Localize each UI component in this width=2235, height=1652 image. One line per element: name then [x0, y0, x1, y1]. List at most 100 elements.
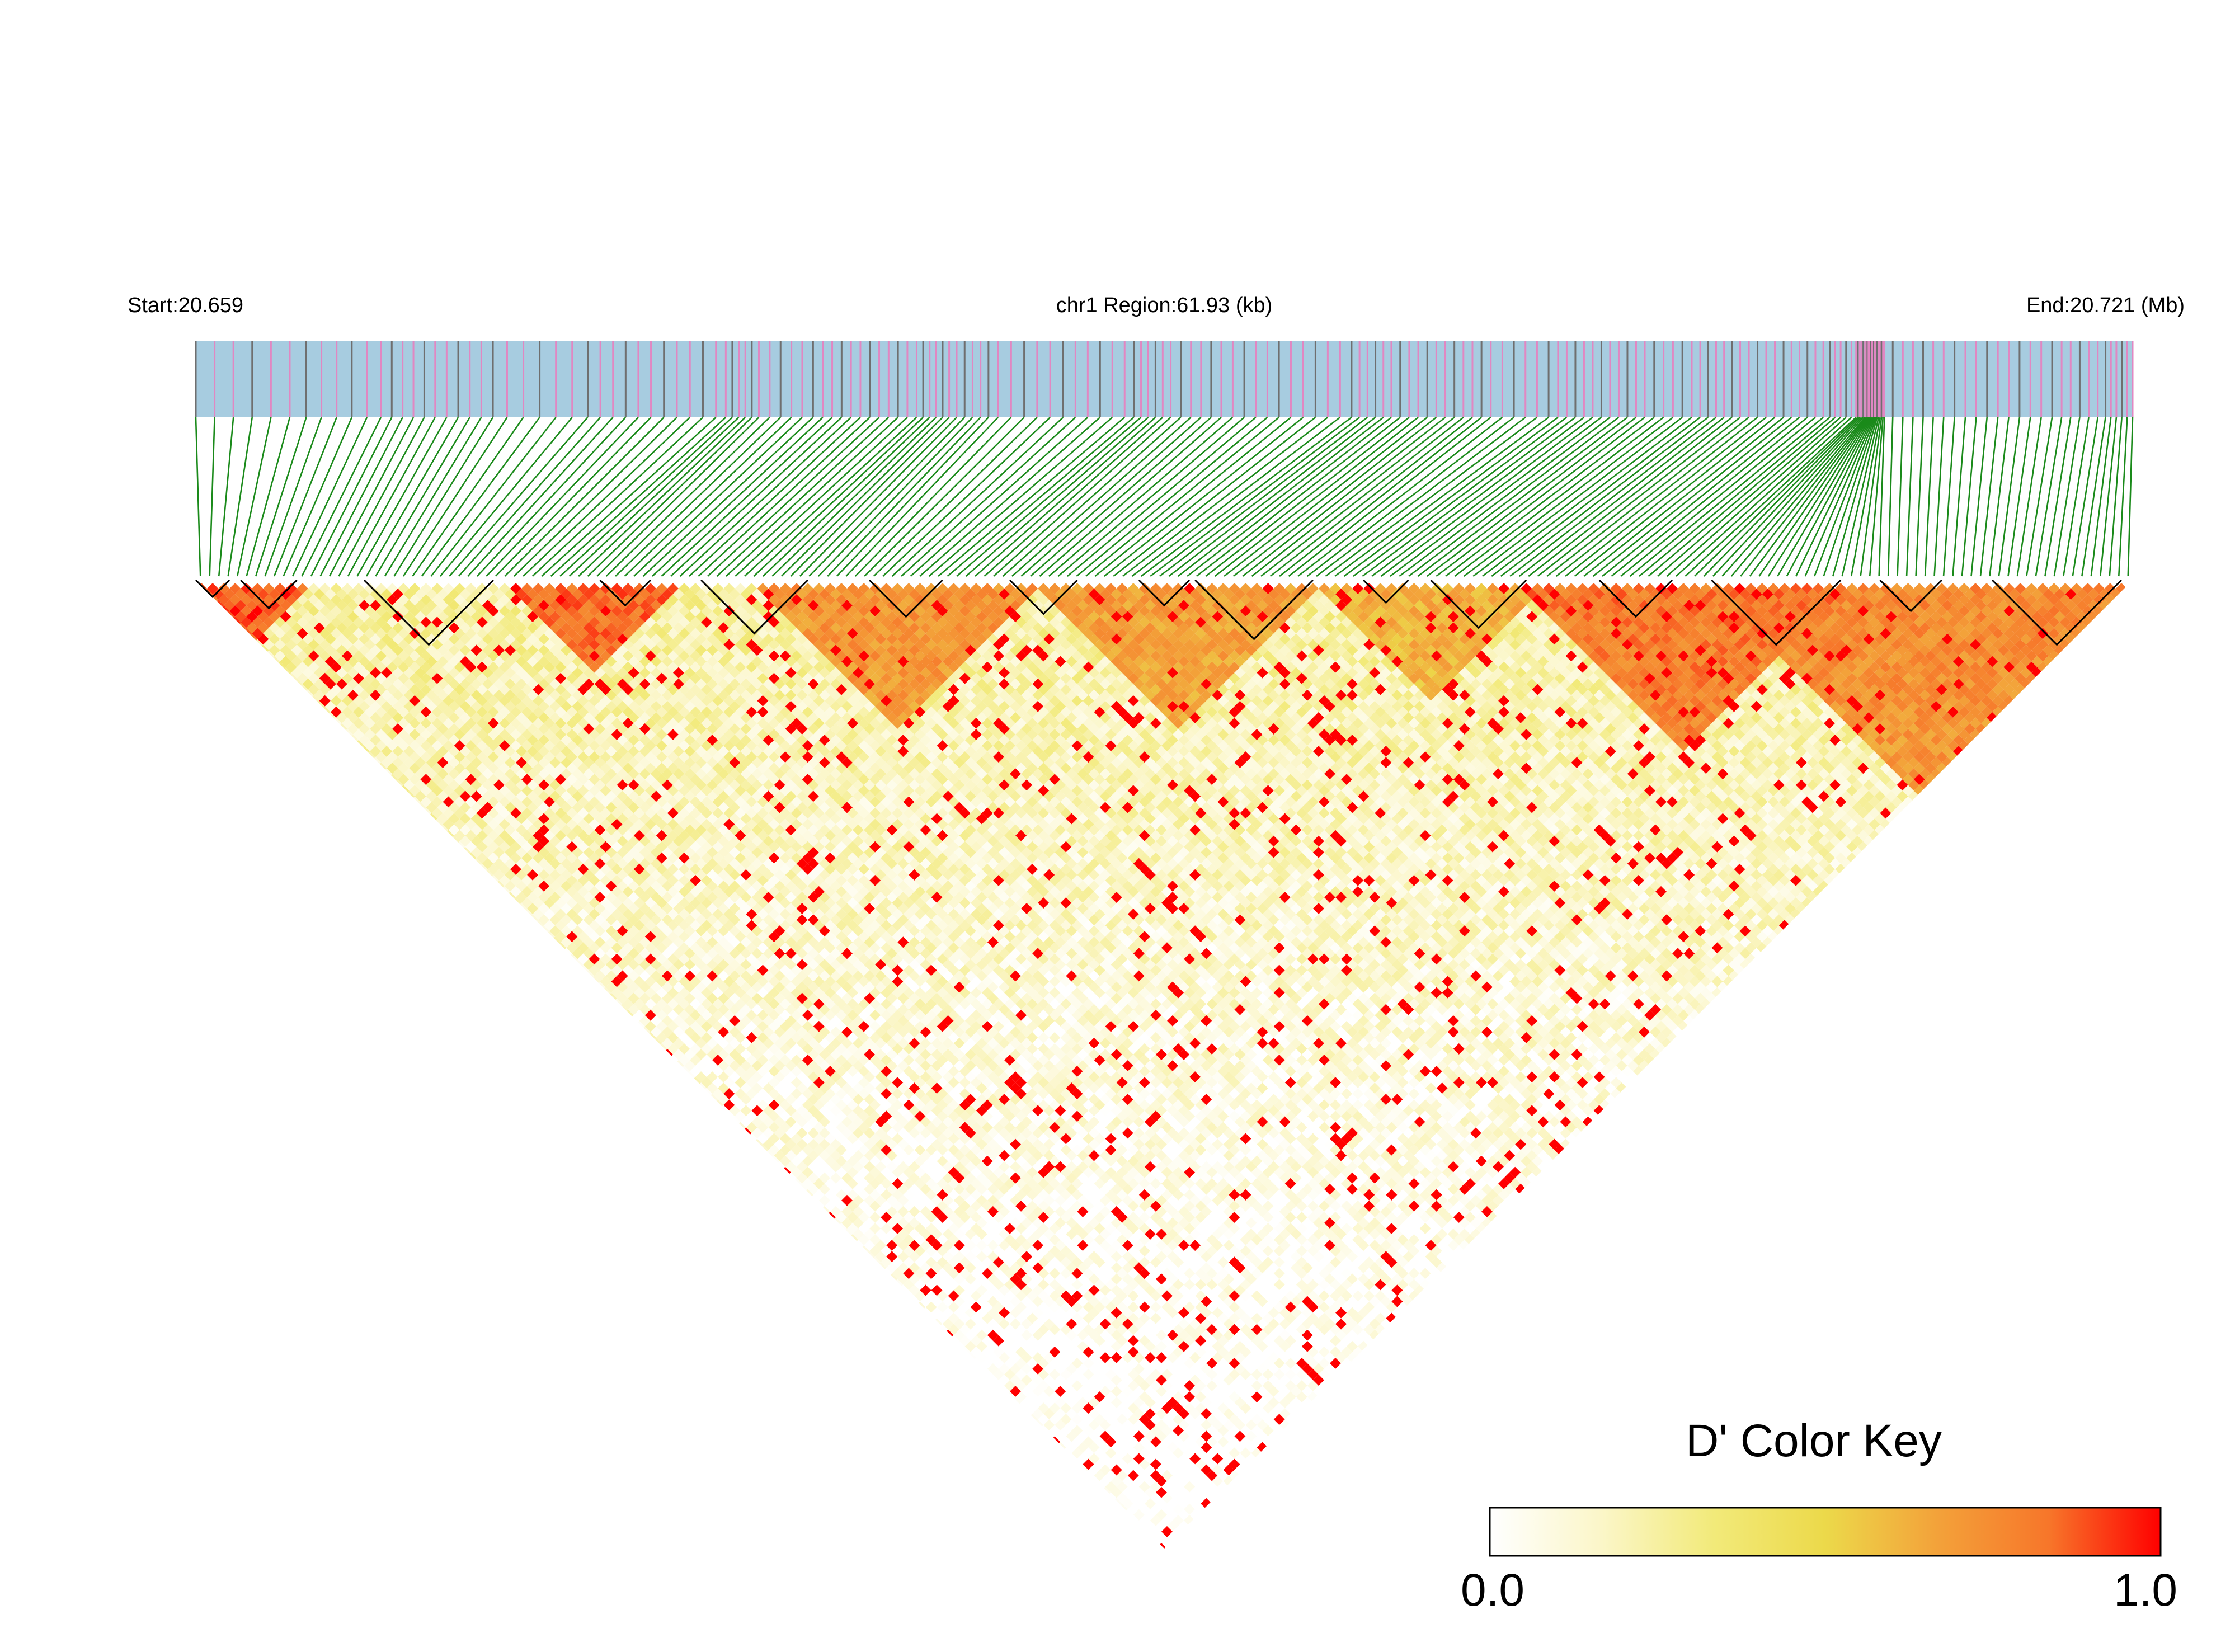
ld-cell — [779, 1144, 791, 1156]
ld-cell — [482, 768, 493, 780]
ld-cell — [415, 790, 426, 802]
ld-cell — [987, 1329, 999, 1341]
ld-cell — [796, 1082, 808, 1094]
snp-connector — [1676, 417, 1852, 577]
ld-cell — [482, 813, 493, 825]
ld-cell — [364, 728, 376, 740]
ld-cell — [897, 1229, 909, 1240]
ld-cell — [617, 880, 628, 892]
ld-cell — [555, 863, 567, 875]
ld-cell — [538, 824, 550, 836]
ld-cell — [1083, 1436, 1094, 1448]
ld-cell — [555, 830, 567, 841]
ld-cell — [992, 1290, 1005, 1302]
ld-cell — [807, 1127, 819, 1139]
ld-cell — [992, 1268, 1005, 1279]
ld-cell — [791, 1166, 802, 1178]
ld-cell — [611, 886, 623, 897]
ld-cell — [1060, 1402, 1072, 1414]
ld-cell — [1049, 1368, 1061, 1380]
ld-cell — [370, 746, 382, 757]
ld-cell — [319, 695, 331, 707]
ld-cell — [235, 611, 247, 623]
ld-cell — [352, 684, 365, 695]
ld-cell — [448, 734, 460, 746]
ld-cell — [707, 981, 718, 993]
ld-cell — [611, 897, 623, 909]
ld-cell — [515, 835, 528, 847]
ld-cell — [1116, 1470, 1128, 1481]
ld-cell — [909, 1172, 920, 1184]
ld-cell — [774, 1150, 785, 1161]
ld-cell — [1127, 1414, 1139, 1425]
ld-cell — [459, 824, 471, 836]
snp-connector — [744, 417, 917, 577]
ld-cell — [909, 1217, 920, 1229]
snp-connector — [291, 417, 368, 577]
snp-connector — [236, 417, 272, 577]
ld-cell — [352, 616, 365, 628]
ld-cell — [1150, 1447, 1161, 1459]
ld-cell — [533, 909, 544, 920]
ld-cell — [1027, 1368, 1038, 1380]
ld-cell — [925, 1256, 937, 1268]
ld-cell — [992, 1279, 1005, 1291]
ld-cell — [527, 869, 539, 881]
ld-cell — [976, 1251, 987, 1263]
ld-cell — [1055, 1397, 1066, 1409]
ld-cell — [1094, 1470, 1105, 1481]
ld-cell — [319, 672, 331, 684]
ld-cell — [802, 1099, 813, 1111]
ld-cell — [735, 1009, 746, 1021]
ld-cell — [998, 1262, 1010, 1274]
ld-cell — [600, 976, 611, 987]
ld-cell — [639, 925, 651, 937]
ld-cell — [319, 583, 331, 595]
ld-cell — [476, 830, 488, 841]
ld-cell — [1032, 1307, 1044, 1319]
ld-cell — [622, 931, 634, 943]
ld-cell — [976, 1307, 987, 1319]
ld-cell — [981, 1312, 993, 1324]
ld-cell — [1116, 1425, 1128, 1437]
snp-connector — [1979, 417, 1999, 577]
ld-cell — [1004, 1380, 1016, 1392]
ld-cell — [903, 1256, 915, 1268]
snp-connector — [1730, 417, 1866, 577]
ld-cell — [359, 700, 370, 712]
ld-cell — [1099, 1464, 1111, 1476]
ld-cell — [448, 746, 460, 757]
ld-cell — [1094, 1368, 1105, 1380]
ld-cell — [959, 1335, 971, 1347]
ld-cell — [841, 1206, 853, 1217]
ld-cell — [981, 1335, 993, 1347]
ld-cell — [729, 1004, 741, 1015]
ld-cell — [257, 611, 269, 623]
snp-connector — [2109, 417, 2123, 577]
ld-cell — [875, 1150, 887, 1161]
ld-cell — [544, 830, 556, 841]
ld-cell — [1032, 1374, 1044, 1386]
ld-cell — [403, 768, 415, 780]
ld-cell — [437, 768, 449, 780]
ld-cell — [533, 863, 544, 875]
ld-cell — [931, 1229, 943, 1240]
snp-connector — [1850, 417, 1881, 577]
ld-cell — [1032, 1408, 1044, 1420]
ld-cell — [302, 678, 314, 690]
ld-cell — [487, 830, 499, 841]
snp-connector — [956, 417, 1142, 577]
snp-connector — [661, 417, 833, 577]
ld-cell — [892, 1211, 904, 1223]
snp-connector — [1915, 417, 1924, 577]
ld-cell — [600, 874, 611, 886]
ld-cell — [953, 1307, 965, 1319]
ld-cell — [521, 863, 533, 875]
ld-cell — [617, 914, 628, 926]
ld-cell — [308, 672, 319, 684]
ld-cell — [1099, 1475, 1111, 1487]
snp-connector — [873, 417, 1038, 577]
snp-connector — [670, 417, 843, 577]
ld-cell — [465, 785, 477, 797]
ld-cell — [291, 600, 303, 611]
